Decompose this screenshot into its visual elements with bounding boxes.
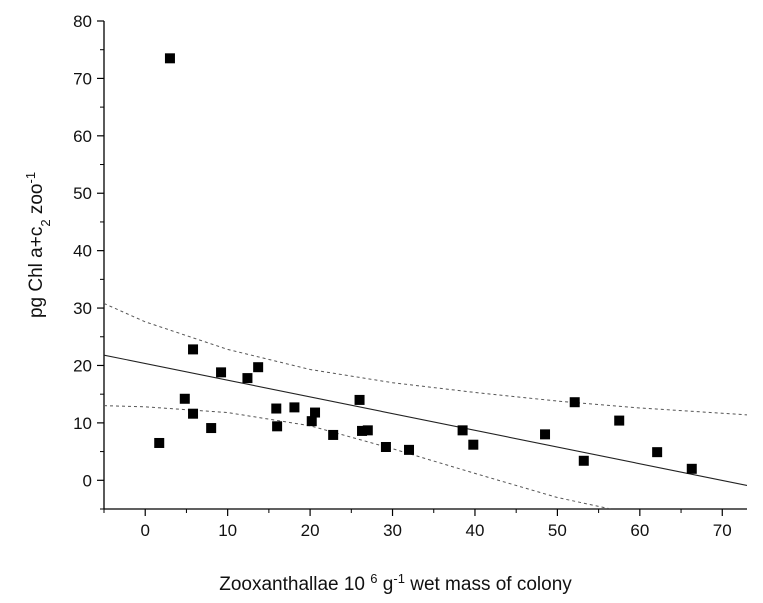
x-tick-label: 50 — [548, 521, 567, 540]
data-point — [188, 408, 199, 419]
data-point — [253, 362, 264, 373]
data-point — [164, 53, 175, 64]
regression-line — [104, 354, 747, 487]
data-point — [310, 407, 321, 418]
y-axis-title: pg Chl a+c2 zoo-1 — [23, 172, 53, 318]
axis-title-part: 2 — [38, 219, 53, 226]
x-tick-label: 10 — [218, 521, 237, 540]
x-tick-label: 20 — [301, 521, 320, 540]
axis-title-part: g — [378, 574, 394, 595]
data-point — [242, 373, 253, 384]
data-point — [179, 393, 190, 404]
axis-title-part: pg Chl a+c — [26, 227, 47, 318]
x-tick-label: 40 — [466, 521, 485, 540]
data-point — [540, 429, 551, 440]
confidence-band-line — [104, 405, 612, 509]
y-tick-label: 30 — [73, 299, 92, 318]
x-tick-label: 60 — [630, 521, 649, 540]
y-tick-label: 50 — [73, 184, 92, 203]
y-tick-label: 40 — [73, 242, 92, 261]
confidence-band-line — [104, 303, 747, 416]
data-point — [457, 425, 468, 436]
y-tick-label: 60 — [73, 127, 92, 146]
data-point — [380, 441, 391, 452]
data-point — [154, 437, 165, 448]
x-axis-title: Zooxanthallae 10 6 g-1 wet mass of colon… — [219, 571, 572, 596]
axis-title-part: wet mass of colony — [405, 574, 572, 595]
y-tick-label: 10 — [73, 414, 92, 433]
y-tick-label: 70 — [73, 69, 92, 88]
data-point — [289, 402, 300, 413]
data-point — [216, 367, 227, 378]
x-tick-label: 30 — [383, 521, 402, 540]
data-point — [362, 425, 373, 436]
data-point — [652, 447, 663, 458]
data-point — [614, 415, 625, 426]
data-point — [328, 429, 339, 440]
axis-title-part: Zooxanthallae 10 — [219, 574, 370, 595]
data-point — [354, 394, 365, 405]
data-point — [306, 416, 317, 427]
data-point — [272, 421, 283, 432]
axis-title-part: -1 — [393, 571, 405, 586]
y-tick-label: 20 — [73, 356, 92, 375]
data-point — [468, 439, 479, 450]
x-tick-label: 0 — [140, 521, 149, 540]
x-tick-label: 70 — [713, 521, 732, 540]
data-point — [271, 403, 282, 414]
data-point — [357, 425, 368, 436]
data-point — [578, 455, 589, 466]
y-tick-label: 80 — [73, 12, 92, 31]
data-point — [569, 397, 580, 408]
data-point — [206, 423, 217, 434]
axis-title-part: 6 — [370, 571, 377, 586]
data-point — [686, 463, 697, 474]
data-point — [404, 444, 415, 455]
plot-area: 0 10 20 30 40 50 60 70 0 10 20 30 40 50 60 70 80 — [73, 12, 747, 540]
axis-title-part: zoo — [26, 184, 47, 220]
axis-title-part: -1 — [23, 172, 38, 184]
y-tick-label: 0 — [83, 471, 92, 490]
data-point — [188, 344, 199, 355]
